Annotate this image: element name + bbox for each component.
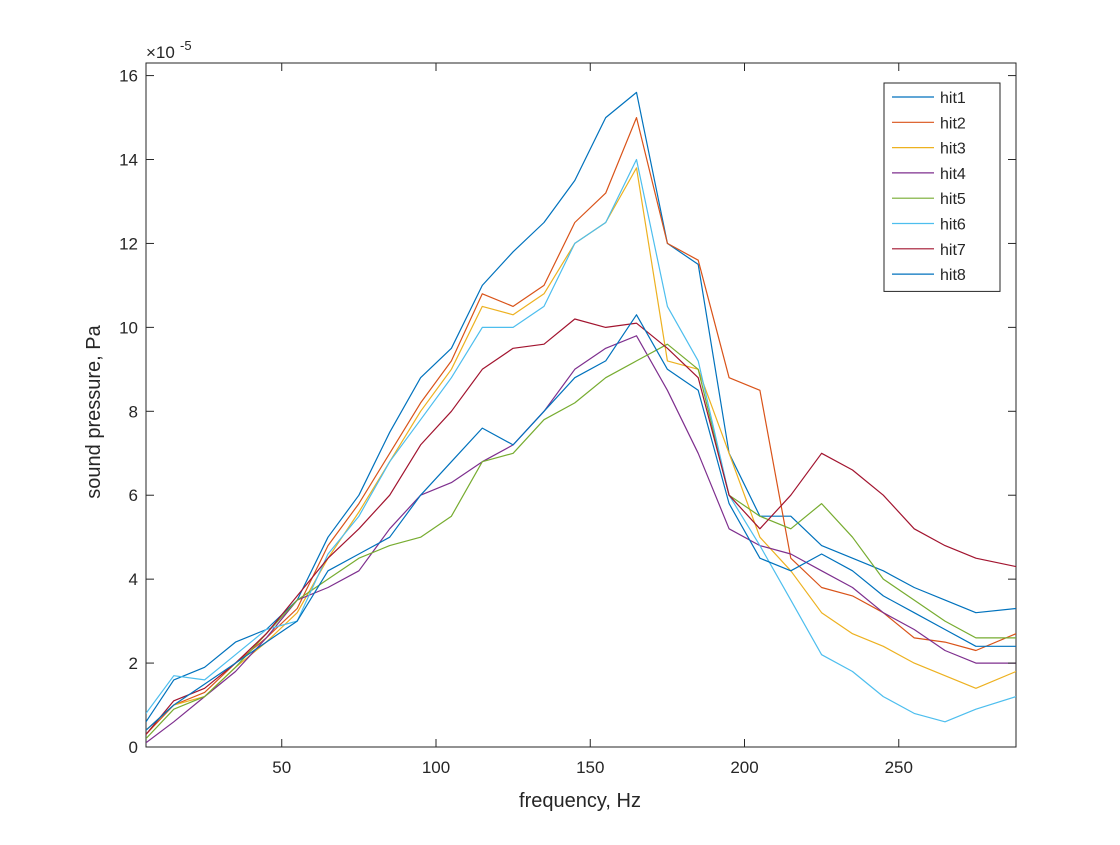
legend: hit1 hit2 hit3 hit4 hit5 hit6 hit7 hit8	[883, 82, 1001, 292]
y-tick-label: 0	[129, 738, 138, 757]
series-line-hit4	[146, 335, 1016, 744]
legend-label-hit2: hit2	[940, 115, 966, 132]
y-tick-label: 12	[119, 234, 138, 253]
legend-label-hit7: hit7	[940, 242, 966, 259]
y-tick-label: 4	[129, 570, 138, 589]
y-tick-label: 6	[129, 486, 138, 505]
legend-label-hit6: hit6	[940, 217, 966, 234]
axes-box	[145, 62, 1017, 748]
y-tick-label: 10	[119, 318, 138, 337]
series-line-hit2	[146, 116, 1016, 735]
legend-label-hit1: hit1	[940, 90, 966, 107]
legend-box	[883, 82, 1001, 292]
series-line-hit8	[146, 314, 1016, 731]
series-line-hit6	[146, 158, 1016, 723]
y-exponent-power: -5	[180, 38, 192, 53]
x-tick-label: 100	[422, 758, 450, 777]
y-tick-label: 8	[129, 402, 138, 421]
legend-label-hit5: hit5	[940, 191, 966, 208]
y-axis-label: sound pressure, Pa	[83, 324, 105, 498]
legend-label-hit3: hit3	[940, 141, 966, 158]
x-tick-label: 50	[272, 758, 291, 777]
series-group	[146, 91, 1016, 744]
y-exponent-base: ×10	[146, 43, 175, 62]
x-tick-label: 150	[576, 758, 604, 777]
x-axis-label: frequency, Hz	[519, 790, 641, 812]
x-tick-label: 200	[730, 758, 758, 777]
legend-label-hit4: hit4	[940, 166, 966, 183]
series-line-hit7	[146, 318, 1016, 735]
plot-area: 50 100 150 200 2500246810121416hit1hit2hit3h…	[119, 62, 1017, 777]
x-tick-label: 250	[885, 758, 913, 777]
y-tick-label: 16	[119, 67, 138, 86]
series-line-hit1	[146, 91, 1016, 723]
series-line-hit5	[146, 343, 1016, 740]
legend-label-hit8: hit8	[940, 267, 966, 284]
y-tick-label: 14	[119, 151, 138, 170]
y-tick-label: 2	[129, 654, 138, 673]
